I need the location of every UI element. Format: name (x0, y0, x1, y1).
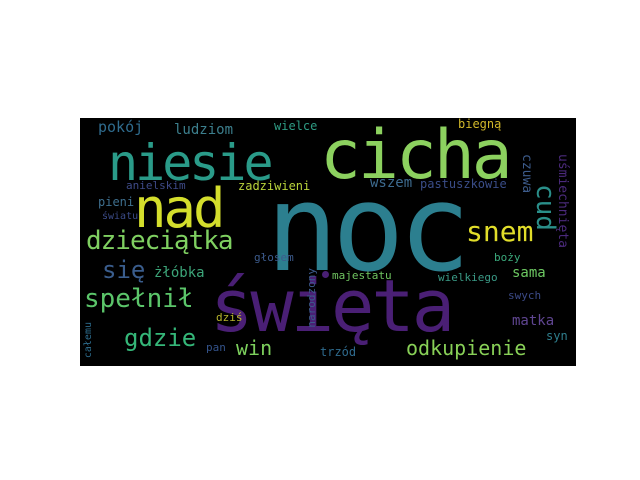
word-noc: noc (266, 160, 471, 299)
word-swieta: święta (210, 264, 455, 348)
word-niesie: niesie (108, 134, 274, 192)
word-anielskim: anielskim (126, 179, 186, 192)
word-dzis: dziś (216, 311, 243, 324)
word-odkupienie: odkupienie (406, 336, 527, 360)
word-win: win (236, 336, 273, 360)
word-glosem: głosem (254, 251, 294, 264)
word-ludziom: ludziom (174, 122, 234, 138)
word-czuwa: czuwa (519, 154, 534, 194)
word-zadziwieni: zadziwieni (238, 179, 311, 193)
word-pokoj: pokój (98, 118, 144, 136)
word-dzieciatka: dzieciątka (86, 226, 234, 256)
word-narodzony: narodzony (305, 268, 318, 328)
word-sie: się (102, 256, 146, 284)
word-snem: snem (466, 215, 534, 248)
word-wielce: wielce (274, 119, 318, 133)
purple-dot (322, 271, 329, 278)
word-matka: matka (512, 313, 555, 329)
word-cicha: cicha (320, 118, 513, 195)
word-wielkiego: wielkiego (438, 271, 498, 284)
word-pan: pan (206, 341, 226, 354)
word-cud: cud (530, 184, 560, 231)
word-syn: syn (546, 329, 568, 343)
word-cloud: noc cicha niesie święta nad dzieciątka s… (80, 118, 576, 366)
word-pastuszkowie: pastuszkowie (420, 177, 507, 191)
word-biegna: biegną (458, 118, 502, 131)
word-zlobka: żłóbka (154, 265, 205, 281)
word-wszem: wszem (370, 175, 413, 191)
word-swiatu: światu (102, 211, 139, 222)
word-bozy: boży (494, 251, 521, 264)
word-nad: nad (134, 177, 226, 240)
word-spelnil: spełnił (84, 284, 194, 314)
word-majestatu: majestatu (332, 269, 392, 282)
word-calemu: całemu (83, 322, 94, 359)
word-usmiechnieta: uśmiechnięta (555, 154, 570, 248)
word-trzod: trzód (320, 345, 357, 359)
word-pieni: pieni (98, 195, 135, 209)
word-gdzie: gdzie (124, 324, 197, 352)
word-sama: sama (512, 265, 546, 281)
word-swych: swych (508, 289, 542, 302)
